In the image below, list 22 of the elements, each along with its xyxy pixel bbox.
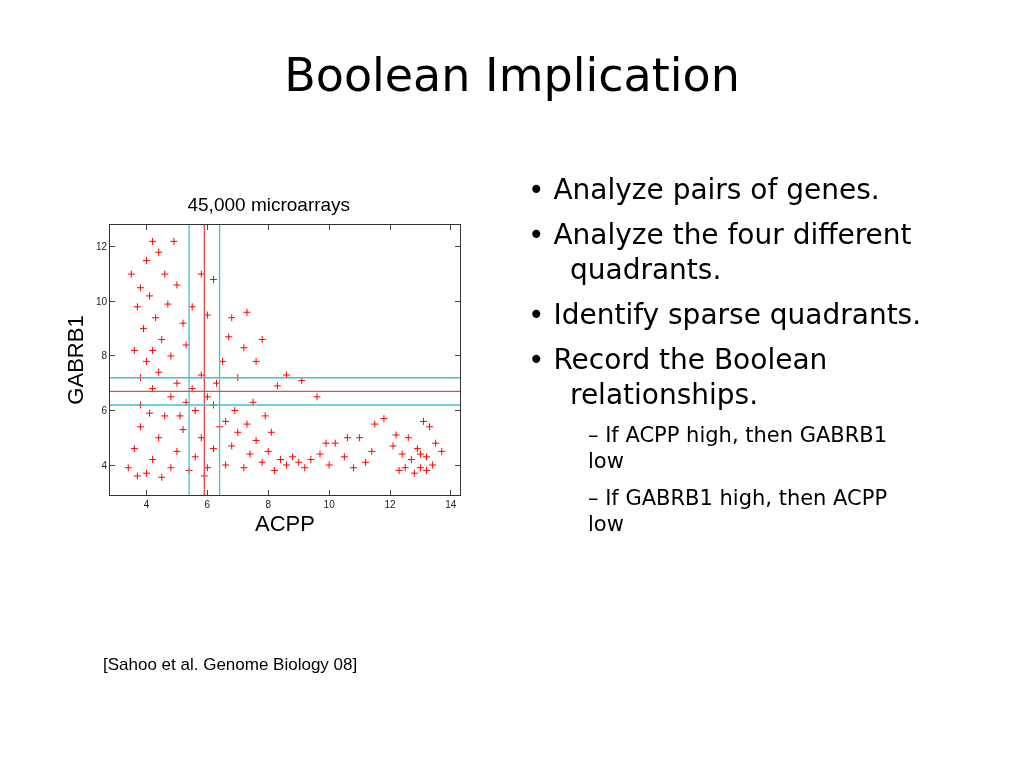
chart-title: 45,000 microarrays (187, 194, 351, 216)
y-tick-label: 6 (101, 404, 108, 416)
text: • Record the Boolean relationships. (528, 342, 829, 412)
x-tick-label: 12 (384, 499, 396, 510)
x-tick-label: 10 (323, 499, 336, 510)
text: [Sahoo et al. Genome Biology 08] (103, 655, 358, 675)
text: – If GABRB1 high, then ACPP low (588, 484, 889, 537)
text: Boolean Implication (283, 48, 741, 102)
x-tick-label: 4 (143, 499, 150, 510)
x-tick-label: 6 (204, 499, 211, 510)
y-tick-label: 12 (95, 241, 108, 253)
y-tick-label: 8 (101, 350, 108, 362)
y-axis-title: GABRB1 (62, 315, 88, 405)
text: • Analyze pairs of genes. (528, 172, 881, 207)
text: • Analyze the four different quadrants. (528, 217, 913, 287)
x-tick-label: 14 (445, 499, 457, 510)
y-tick-label: 10 (95, 295, 108, 307)
text: – If ACPP high, then GABRB1 low (588, 422, 889, 475)
y-tick-label: 4 (101, 459, 108, 471)
x-axis-title: ACPP (255, 510, 315, 536)
x-tick-label: 8 (265, 499, 272, 510)
text: • Identify sparse quadrants. (528, 297, 923, 332)
